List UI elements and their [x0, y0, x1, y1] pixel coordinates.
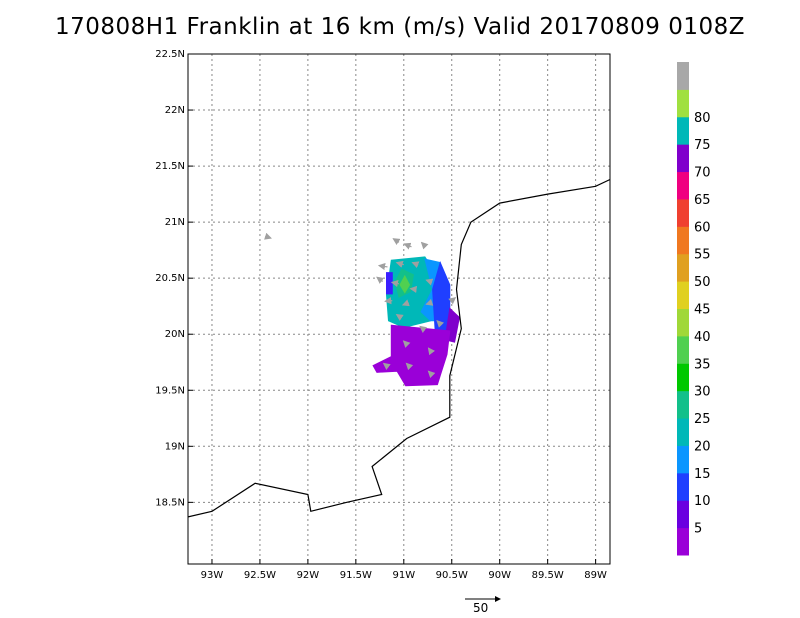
wind-vector	[425, 298, 434, 306]
colorbar-segment	[677, 363, 689, 392]
colorbar-segment	[677, 281, 689, 309]
colorbar-label: 80	[694, 111, 711, 126]
colorbar-segment	[677, 144, 689, 173]
colorbar-segment	[677, 472, 689, 501]
axis-ticks: 93W 92.5W 92W 91.5W 91W 90.5W 90W 89.5W 89W 18.5N…	[155, 49, 607, 581]
lat-tick-label: 19.5N	[155, 385, 185, 396]
coastline	[188, 178, 610, 518]
lat-tick-label: 22.5N	[155, 49, 185, 60]
wind-vector	[376, 276, 385, 284]
lat-tick-label: 21.5N	[155, 161, 185, 172]
wind-vector	[427, 347, 436, 356]
lon-tick-label: 92W	[297, 570, 320, 581]
lon-tick-label: 92.5W	[244, 570, 276, 581]
colorbar: 5 10 15 20 25 30 35 40 45 50 55 60 65 70 75 80	[677, 62, 711, 556]
wind-vectors	[264, 232, 457, 379]
wind-vector	[448, 297, 457, 305]
lon-tick-label: 89.5W	[532, 570, 564, 581]
colorbar-segment	[677, 62, 689, 90]
wind-vector	[377, 263, 388, 271]
wind-vector	[395, 260, 404, 268]
colorbar-segment	[677, 527, 689, 556]
wind-vector	[390, 280, 400, 288]
lat-tick-label: 20.5N	[155, 273, 185, 284]
colorbar-label: 70	[694, 166, 711, 181]
lat-tick-label: 20N	[165, 329, 185, 340]
colorbar-label: 55	[694, 248, 711, 263]
wind-vector	[405, 362, 414, 371]
lat-tick-label: 22N	[165, 105, 185, 116]
colorbar-segment	[677, 445, 689, 474]
lon-tick-label: 90W	[488, 570, 511, 581]
chart-title: 170808H1 Franklin at 16 km (m/s) Valid 2…	[54, 14, 746, 40]
wind-vector	[409, 285, 418, 294]
wind-vector	[402, 340, 411, 348]
lat-tick-label: 19N	[165, 441, 185, 452]
colorbar-label: 30	[694, 385, 711, 400]
colorbar-label: 5	[694, 522, 702, 537]
wind-vector	[392, 238, 401, 246]
colorbar-segment	[677, 335, 689, 364]
wind-speed-region	[386, 272, 393, 295]
lon-tick-label: 91.5W	[340, 570, 372, 581]
colorbar-label: 65	[694, 193, 711, 208]
wind-vector	[403, 242, 412, 250]
colorbar-label: 50	[694, 275, 711, 290]
wind-vector	[264, 232, 272, 240]
lon-tick-label: 89W	[584, 570, 607, 581]
colorbar-segment	[677, 500, 689, 529]
colorbar-segment	[677, 171, 689, 200]
wind-vector	[419, 325, 428, 333]
colorbar-segment	[677, 226, 689, 255]
colorbar-label: 35	[694, 357, 711, 372]
colorbar-label: 15	[694, 467, 711, 482]
colorbar-label: 40	[694, 330, 711, 345]
wind-speed-region	[399, 274, 411, 294]
colorbar-segment	[677, 308, 689, 337]
grid-lines	[188, 53, 610, 564]
reference-vector-label: 50	[473, 601, 489, 615]
colorbar-label: 10	[694, 494, 711, 509]
colorbar-label: 25	[694, 412, 711, 427]
wind-vector	[384, 297, 393, 305]
colorbar-segment	[677, 390, 689, 419]
wind-vector	[436, 320, 444, 328]
colorbar-segment	[677, 89, 689, 118]
lat-tick-label: 21N	[165, 217, 185, 228]
lat-tick-label: 18.5N	[155, 497, 185, 508]
lon-tick-label: 90.5W	[436, 570, 468, 581]
colorbar-label: 45	[694, 303, 711, 318]
wind-vector	[420, 241, 429, 250]
wind-vector	[411, 261, 420, 269]
wind-vector	[427, 370, 436, 379]
wind-vector	[401, 299, 410, 307]
colorbar-segment	[677, 418, 689, 446]
wind-vector	[395, 313, 404, 321]
colorbar-segment	[677, 198, 689, 227]
colorbar-label: 60	[694, 220, 711, 235]
wind-vector	[425, 278, 434, 286]
colorbar-label: 75	[694, 138, 711, 153]
wind-vector	[382, 362, 391, 370]
colorbar-segment	[677, 253, 689, 282]
coastline-path	[188, 178, 610, 518]
colorbar-segment	[677, 116, 689, 145]
lon-tick-label: 91W	[392, 570, 415, 581]
plot-frame	[187, 53, 611, 565]
lon-tick-label: 93W	[201, 570, 224, 581]
colorbar-label: 20	[694, 439, 711, 454]
